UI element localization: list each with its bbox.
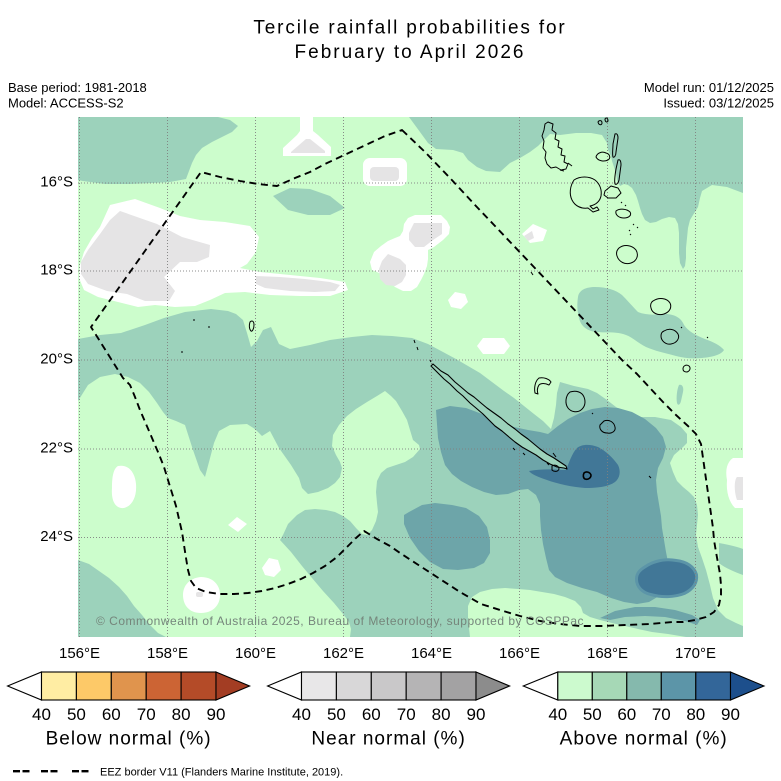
svg-text:Model run: 01/12/2025: Model run: 01/12/2025 bbox=[644, 80, 774, 95]
svg-text:168°E: 168°E bbox=[587, 645, 628, 662]
svg-text:164°E: 164°E bbox=[411, 645, 452, 662]
svg-text:50: 50 bbox=[327, 705, 346, 724]
svg-text:EEZ border V11 (Flanders Marin: EEZ border V11 (Flanders Marine Institut… bbox=[100, 767, 343, 779]
svg-text:February to April 2026: February to April 2026 bbox=[295, 42, 526, 63]
svg-text:Base period: 1981-2018: Base period: 1981-2018 bbox=[8, 80, 147, 95]
svg-text:24°S: 24°S bbox=[40, 528, 73, 545]
svg-text:16°S: 16°S bbox=[40, 174, 73, 191]
svg-text:50: 50 bbox=[583, 705, 602, 724]
svg-text:90: 90 bbox=[721, 705, 740, 724]
svg-text:70: 70 bbox=[397, 705, 416, 724]
svg-text:Tercile rainfall probabilities: Tercile rainfall probabilities for bbox=[253, 18, 566, 39]
svg-text:Below normal (%): Below normal (%) bbox=[46, 729, 212, 750]
svg-text:160°E: 160°E bbox=[235, 645, 276, 662]
svg-text:60: 60 bbox=[102, 705, 121, 724]
svg-text:50: 50 bbox=[67, 705, 86, 724]
svg-text:90: 90 bbox=[467, 705, 486, 724]
svg-text:80: 80 bbox=[432, 705, 451, 724]
svg-text:Model: ACCESS-S2: Model: ACCESS-S2 bbox=[8, 96, 124, 111]
svg-text:70: 70 bbox=[137, 705, 156, 724]
svg-text:22°S: 22°S bbox=[40, 440, 73, 457]
svg-text:80: 80 bbox=[172, 705, 191, 724]
svg-text:Issued: 03/12/2025: Issued: 03/12/2025 bbox=[663, 96, 774, 111]
svg-text:170°E: 170°E bbox=[675, 645, 716, 662]
svg-text:Above normal (%): Above normal (%) bbox=[560, 729, 728, 750]
svg-text:Near normal (%): Near normal (%) bbox=[311, 729, 465, 750]
svg-text:90: 90 bbox=[207, 705, 226, 724]
svg-text:156°E: 156°E bbox=[59, 645, 100, 662]
svg-text:18°S: 18°S bbox=[40, 262, 73, 279]
svg-text:20°S: 20°S bbox=[40, 351, 73, 368]
svg-text:166°E: 166°E bbox=[499, 645, 540, 662]
svg-text:162°E: 162°E bbox=[323, 645, 364, 662]
svg-text:40: 40 bbox=[548, 705, 567, 724]
svg-text:© Commonwealth of Australia 20: © Commonwealth of Australia 2025, Bureau… bbox=[96, 614, 584, 628]
svg-text:60: 60 bbox=[362, 705, 381, 724]
svg-text:40: 40 bbox=[292, 705, 311, 724]
svg-text:158°E: 158°E bbox=[147, 645, 188, 662]
svg-text:60: 60 bbox=[617, 705, 636, 724]
svg-text:40: 40 bbox=[32, 705, 51, 724]
svg-text:80: 80 bbox=[686, 705, 705, 724]
svg-text:70: 70 bbox=[652, 705, 671, 724]
